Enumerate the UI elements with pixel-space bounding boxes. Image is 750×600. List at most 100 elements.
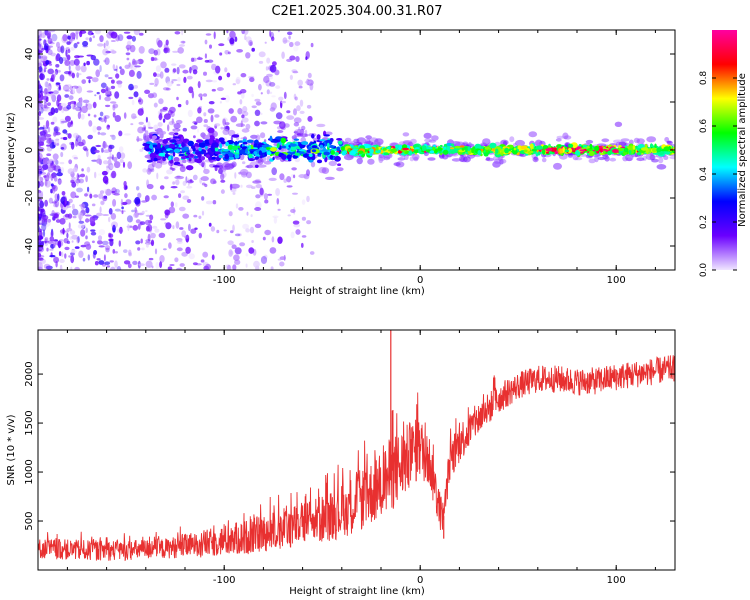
signal-cell [231,134,240,138]
signal-cell [452,148,459,154]
noise-speck [112,224,116,233]
signal-cell [327,142,330,148]
noise-speck [54,199,59,203]
signal-cell [194,158,199,163]
noise-speck [69,59,76,66]
noise-speck [89,216,96,224]
noise-speck [144,89,151,95]
figure-title: C2E1.2025.304.00.31.R07 [271,4,442,19]
noise-speck [145,260,153,268]
signal-cell [218,137,225,143]
noise-speck [95,69,100,78]
signal-cell [292,154,299,159]
noise-speck [241,114,245,119]
noise-speck [43,56,47,62]
noise-speck [98,94,102,101]
noise-speck [286,110,291,114]
band-halo [656,164,667,170]
noise-speck [245,36,252,43]
signal-cell [525,153,529,156]
noise-speck [109,152,112,158]
noise-speck [224,67,228,73]
snr-series-line [38,355,675,562]
noise-speck [262,236,266,241]
noise-speck [198,93,203,98]
noise-speck [292,220,300,225]
noise-speck [47,68,54,75]
noise-speck [212,80,217,83]
noise-speck [49,236,55,242]
signal-cell [234,154,240,159]
noise-speck [52,116,58,123]
noise-speck [241,92,245,99]
noise-speck [68,95,74,100]
signal-cell [299,143,303,149]
noise-speck [244,34,247,41]
noise-speck [72,215,77,219]
noise-speck [66,54,71,61]
noise-speck [224,122,230,126]
noise-speck [114,115,122,122]
noise-speck [96,91,100,95]
noise-speck [51,37,57,41]
noise-speck [171,63,177,66]
noise-speck [71,240,74,243]
signal-cell [149,134,154,139]
noise-speck [53,256,60,264]
noise-speck [44,81,49,88]
signal-cell [207,127,215,134]
signal-cell [258,150,262,156]
signal-cell [182,146,189,152]
noise-speck [50,173,54,181]
noise-speck [182,180,187,186]
band-halo [556,135,565,139]
band-halo [424,138,433,143]
noise-speck [52,187,56,194]
noise-speck [38,93,42,99]
noise-speck [64,115,71,122]
signal-cell [191,145,196,150]
band-halo [356,157,363,165]
noise-speck [162,118,166,123]
noise-speck [123,180,127,187]
noise-speck [38,43,41,50]
noise-speck [116,80,123,85]
signal-cell [166,169,173,175]
noise-speck [96,126,102,131]
noise-speck [191,65,198,72]
noise-speck [218,43,225,47]
noise-speck [267,193,272,196]
noise-speck [45,134,52,138]
noise-speck [99,35,104,43]
signal-cell [195,151,201,155]
noise-speck [39,130,47,136]
noise-speck [91,203,96,207]
noise-speck [213,31,216,40]
noise-speck [38,111,41,117]
signal-cell [178,153,185,157]
noise-speck [140,238,143,244]
band-halo [151,160,156,167]
noise-speck [179,227,184,230]
noise-speck [128,69,135,77]
noise-speck [59,259,65,263]
noise-speck [44,88,49,94]
y-tick-label: 40 [24,48,35,61]
noise-speck [44,174,50,182]
noise-speck [86,166,91,173]
noise-speck [67,168,75,175]
noise-speck [149,82,155,85]
noise-speck [114,161,121,169]
noise-speck [91,77,99,83]
signal-cell [173,148,181,154]
noise-speck [190,57,195,62]
noise-speck [38,240,45,246]
noise-speck [62,84,70,92]
noise-speck [80,65,87,73]
noise-speck [124,64,130,70]
signal-cell [575,149,581,156]
noise-speck [123,249,128,254]
noise-speck [220,179,226,183]
signal-cell [632,144,636,150]
noise-speck [113,193,120,196]
